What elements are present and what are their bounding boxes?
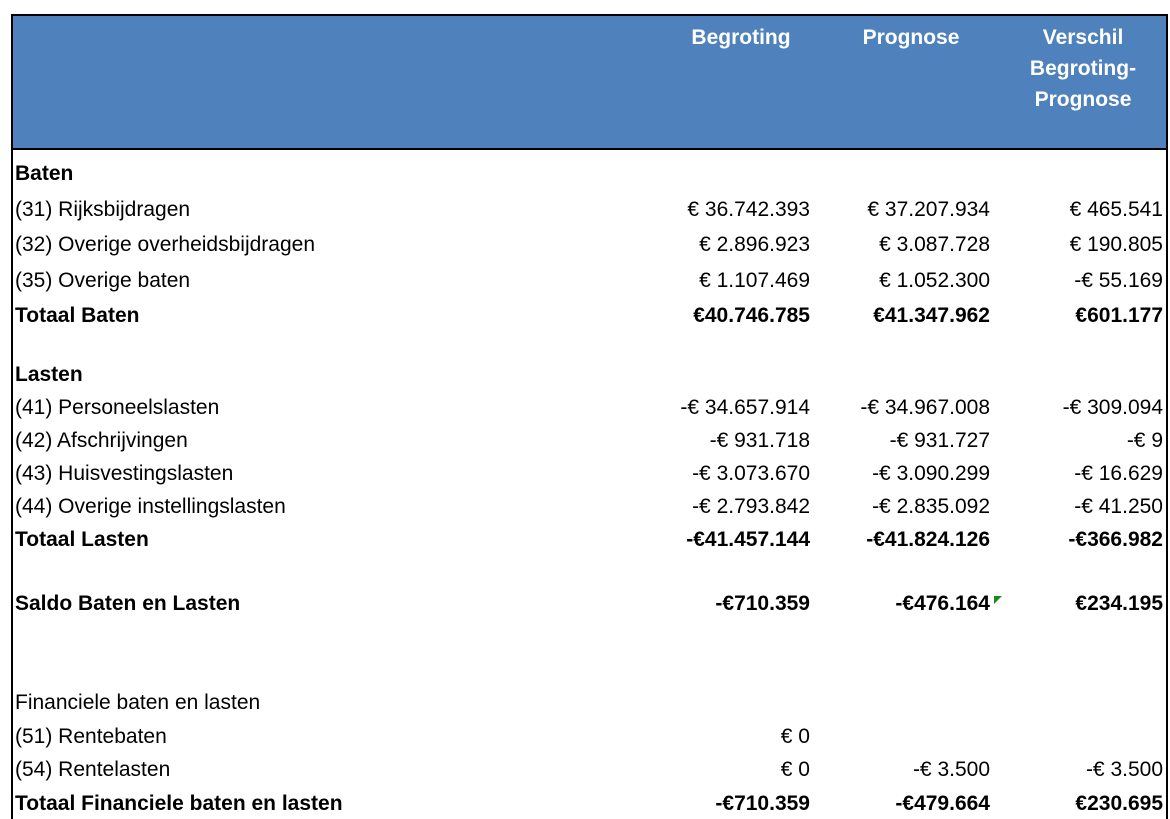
row-value: €41.347.962	[873, 304, 990, 327]
row-value: € 3.087.728	[879, 233, 990, 256]
row-value: -€476.164	[895, 592, 990, 615]
column-header: Prognose	[862, 26, 960, 49]
row-label: Totaal Financiele baten en lasten	[15, 791, 343, 815]
row-value: -€41.457.144	[686, 528, 810, 551]
row-label: Lasten	[15, 363, 83, 386]
row-value: -€ 3.073.670	[692, 462, 810, 485]
row-value: €234.195	[1075, 592, 1163, 615]
row-value: -€ 309.094	[1062, 396, 1163, 419]
column-header: Begroting	[691, 26, 791, 49]
row-value: -€ 3.500	[1085, 758, 1163, 781]
row-value: -€ 3.090.299	[872, 462, 990, 485]
row-value: €230.695	[1075, 791, 1163, 815]
row-label: (54) Rentelasten	[15, 758, 171, 781]
row-value: -€ 9	[1126, 429, 1163, 452]
row-value: € 37.207.934	[867, 197, 990, 221]
header-band	[12, 14, 1167, 150]
row-value: € 2.896.923	[699, 233, 810, 256]
row-value: € 1.107.469	[699, 268, 810, 292]
row-value: €40.746.785	[693, 304, 810, 327]
row-label: (31) Rijksbijdragen	[15, 197, 191, 221]
row-label: Saldo Baten en Lasten	[15, 592, 241, 615]
row-value: -€41.824.126	[866, 528, 990, 551]
row-label: (43) Huisvestingslasten	[15, 462, 234, 485]
row-value: € 190.805	[1069, 233, 1163, 256]
row-label: (42) Afschrijvingen	[15, 429, 188, 452]
row-value: -€366.982	[1068, 528, 1163, 551]
row-value: -€ 34.657.914	[680, 396, 810, 419]
row-value: -€ 3.500	[912, 758, 990, 781]
row-value: -€ 2.835.092	[872, 495, 990, 518]
row-value: -€ 16.629	[1074, 462, 1163, 485]
cell-marker	[994, 596, 1002, 604]
row-label: (35) Overige baten	[15, 268, 191, 292]
row-value: -€ 931.727	[889, 429, 990, 452]
row-label: Totaal Baten	[15, 304, 140, 327]
row-value: € 1.052.300	[879, 268, 990, 292]
row-value: -€ 34.967.008	[860, 396, 990, 419]
row-value: € 0	[780, 724, 810, 748]
row-value: -€ 931.718	[709, 429, 810, 452]
row-value: € 36.742.393	[687, 197, 810, 221]
row-label: (41) Personeelslasten	[15, 396, 220, 419]
row-value: €601.177	[1075, 304, 1163, 327]
row-label: (32) Overige overheidsbijdragen	[15, 233, 315, 256]
row-value: -€479.664	[895, 791, 990, 815]
row-label: (51) Rentebaten	[15, 724, 167, 748]
column-header: Verschil Begroting-Prognose	[1029, 26, 1137, 111]
right-border	[1166, 14, 1168, 819]
row-value: -€ 2.793.842	[692, 495, 810, 518]
row-label: Baten	[15, 162, 74, 185]
row-value: -€ 55.169	[1074, 268, 1163, 292]
row-label: (44) Overige instellingslasten	[15, 495, 286, 518]
row-value: -€710.359	[715, 791, 810, 815]
row-value: € 0	[780, 758, 810, 781]
left-border	[11, 14, 13, 819]
row-value: -€ 41.250	[1074, 495, 1163, 518]
row-value: € 465.541	[1069, 197, 1163, 221]
row-value: -€710.359	[715, 592, 810, 615]
row-label: Totaal Lasten	[15, 528, 149, 551]
row-label: Financiele baten en lasten	[15, 691, 261, 714]
